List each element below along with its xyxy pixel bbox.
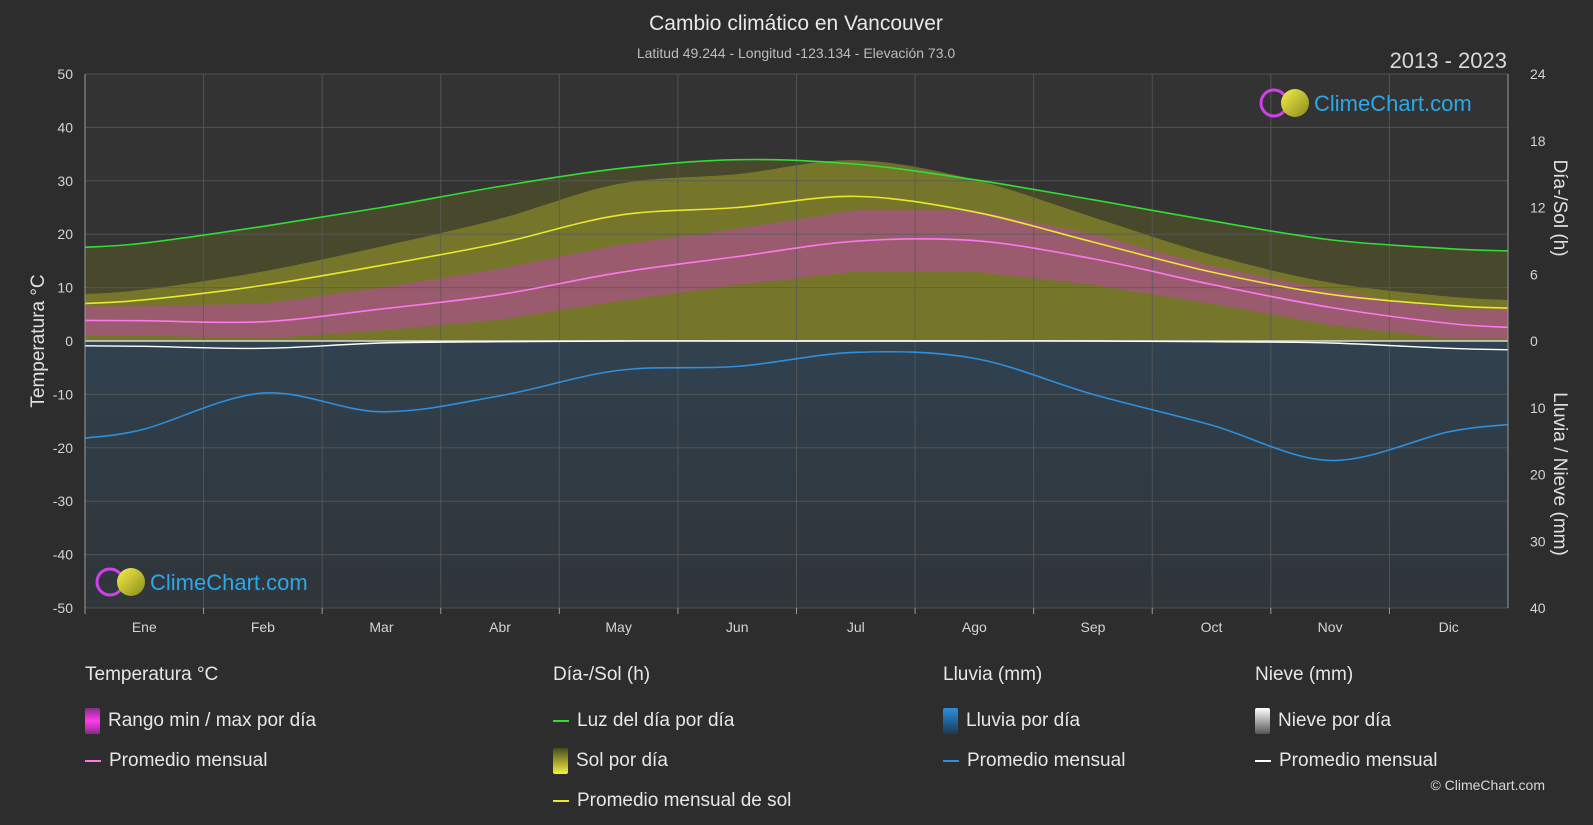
y-tick-label-right: 12 bbox=[1530, 200, 1546, 216]
y-tick-label-left: 10 bbox=[57, 280, 73, 296]
y-axis-right-bottom-label: Lluvia / Nieve (mm) bbox=[1549, 392, 1570, 556]
rain-daily-bar bbox=[796, 341, 916, 608]
y-tick-label-left: 30 bbox=[57, 173, 73, 189]
rain-daily-bar bbox=[1152, 341, 1271, 608]
y-tick-label-left: -40 bbox=[53, 547, 73, 563]
x-tick-label: Jul bbox=[847, 619, 865, 635]
rain-daily-bar bbox=[915, 341, 1034, 608]
chart-title: Cambio climático en Vancouver bbox=[649, 12, 943, 35]
x-tick-label: Oct bbox=[1201, 619, 1223, 635]
y-axis-left-label: Temperatura °C bbox=[28, 274, 49, 407]
x-tick-label: Dic bbox=[1439, 619, 1459, 635]
logo-sun-icon bbox=[117, 568, 145, 596]
y-tick-label-left: 40 bbox=[57, 119, 73, 135]
rain-daily-bar bbox=[322, 341, 441, 608]
snow-avg-line bbox=[84, 340, 1509, 351]
y-axis-right-top-label: Día-/Sol (h) bbox=[1549, 159, 1570, 256]
x-tick-label: Ago bbox=[962, 619, 987, 635]
y-tick-label-right: 6 bbox=[1530, 266, 1538, 282]
x-tick-label: May bbox=[605, 619, 631, 635]
y-tick-label-right: 30 bbox=[1530, 533, 1546, 549]
y-tick-label-right: 24 bbox=[1530, 66, 1546, 82]
daylight-line bbox=[84, 158, 1509, 252]
y-tick-label-left: -30 bbox=[53, 493, 73, 509]
x-tick-label: Mar bbox=[369, 619, 393, 635]
x-tick-label: Sep bbox=[1080, 619, 1105, 635]
rain-daily-bar bbox=[203, 341, 323, 608]
x-tick-label: Feb bbox=[251, 619, 275, 635]
climechart-logo-top: ClimeChart.com bbox=[1259, 88, 1472, 118]
climechart-logo-bottom: ClimeChart.com bbox=[95, 567, 308, 597]
logo-sun-icon bbox=[1281, 89, 1309, 117]
year-range: 2013 - 2023 bbox=[1390, 48, 1507, 73]
y-tick-label-right: 20 bbox=[1530, 467, 1546, 483]
rain-daily-bar bbox=[1270, 341, 1390, 608]
rain-daily-bar bbox=[1033, 341, 1153, 608]
rain-daily-bar bbox=[85, 341, 204, 608]
y-tick-label-right: 40 bbox=[1530, 600, 1546, 616]
y-tick-label-left: 20 bbox=[57, 226, 73, 242]
y-tick-label-right: 18 bbox=[1530, 133, 1546, 149]
y-tick-label-left: -50 bbox=[53, 600, 73, 616]
y-tick-label-left: 50 bbox=[57, 66, 73, 82]
temperature-avg-line bbox=[84, 237, 1509, 329]
y-tick-label-left: -20 bbox=[53, 440, 73, 456]
rain-daily-bar bbox=[559, 341, 678, 608]
rain-daily-bar bbox=[1389, 341, 1508, 608]
x-tick-label: Jun bbox=[726, 619, 749, 635]
rain-daily-bar bbox=[440, 341, 560, 608]
x-tick-label: Abr bbox=[489, 619, 511, 635]
logo-text: ClimeChart.com bbox=[1314, 91, 1472, 116]
rain-daily-bar bbox=[677, 341, 797, 608]
x-tick-label: Ene bbox=[132, 619, 157, 635]
sunshine-avg-line bbox=[84, 195, 1509, 309]
chart-subtitle: Latitud 49.244 - Longitud -123.134 - Ele… bbox=[637, 45, 956, 61]
x-tick-label: Nov bbox=[1318, 619, 1343, 635]
rain-avg-line bbox=[84, 350, 1509, 462]
y-tick-label-left: 0 bbox=[65, 333, 73, 349]
y-tick-label-right: 10 bbox=[1530, 400, 1546, 416]
y-tick-label-right: 0 bbox=[1530, 333, 1538, 349]
logo-text: ClimeChart.com bbox=[150, 570, 308, 595]
y-tick-label-left: -10 bbox=[53, 386, 73, 402]
